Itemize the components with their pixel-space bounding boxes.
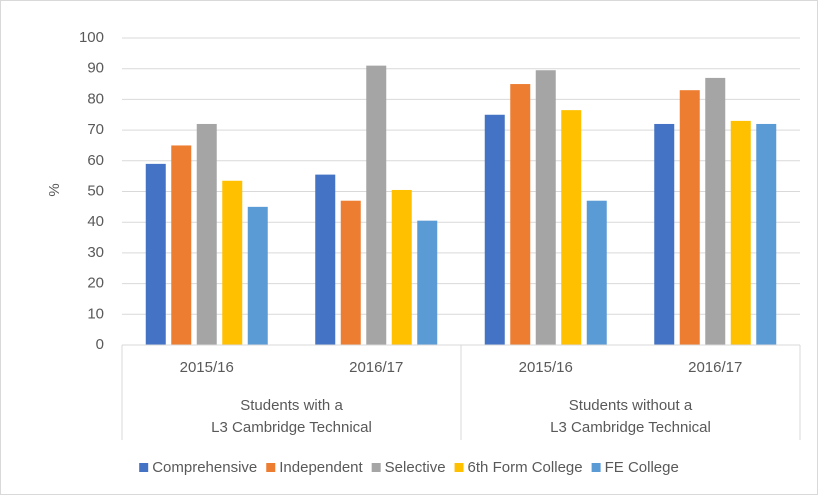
bar: [391, 189, 412, 345]
y-tick-label: 90: [87, 60, 104, 77]
y-tick-label: 100: [79, 29, 104, 46]
legend-label: Comprehensive: [152, 459, 257, 476]
legend-label: Independent: [279, 459, 363, 476]
bar: [366, 65, 387, 345]
y-tick-label: 60: [87, 152, 104, 169]
y-tick-label: 30: [87, 244, 104, 261]
group-label: Students with a: [240, 397, 343, 414]
group-label: L3 Cambridge Technical: [211, 419, 372, 436]
y-tick-label: 0: [96, 336, 104, 353]
y-tick-label: 20: [87, 275, 104, 292]
x-tick-label: 2016/17: [349, 359, 403, 376]
bar: [484, 114, 505, 345]
group-label: Students without a: [569, 397, 693, 414]
bar: [679, 90, 700, 345]
bar: [145, 163, 166, 345]
legend-label: 6th Form College: [468, 459, 583, 476]
bar: [586, 200, 607, 345]
bar: [340, 200, 361, 345]
bar: [510, 84, 531, 346]
bar: [171, 145, 192, 345]
bar: [561, 110, 582, 346]
y-tick-label: 10: [87, 305, 104, 322]
bar: [705, 77, 726, 345]
x-tick-label: 2015/16: [180, 359, 234, 376]
y-tick-label: 70: [87, 121, 104, 138]
x-tick-label: 2015/16: [519, 359, 573, 376]
bar: [196, 123, 217, 346]
bar: [756, 123, 777, 346]
bar: [315, 174, 336, 345]
y-tick-label: 40: [87, 213, 104, 230]
y-tick-label: 50: [87, 182, 104, 199]
bar: [654, 123, 675, 346]
bar: [417, 220, 438, 345]
legend-label: Selective: [385, 459, 446, 476]
legend-label: FE College: [605, 459, 679, 476]
bar: [730, 120, 751, 345]
bar: [535, 70, 556, 346]
legend-swatch: [454, 463, 464, 472]
bar: [247, 206, 268, 345]
legend-swatch: [371, 463, 381, 472]
x-tick-label: 2016/17: [688, 359, 742, 376]
legend-swatch: [591, 463, 601, 472]
group-label: L3 Cambridge Technical: [550, 419, 711, 436]
legend-swatch: [139, 463, 149, 472]
legend-swatch: [266, 463, 276, 472]
bar: [222, 180, 243, 345]
y-axis-label: %: [46, 183, 63, 196]
y-tick-label: 80: [87, 90, 104, 107]
